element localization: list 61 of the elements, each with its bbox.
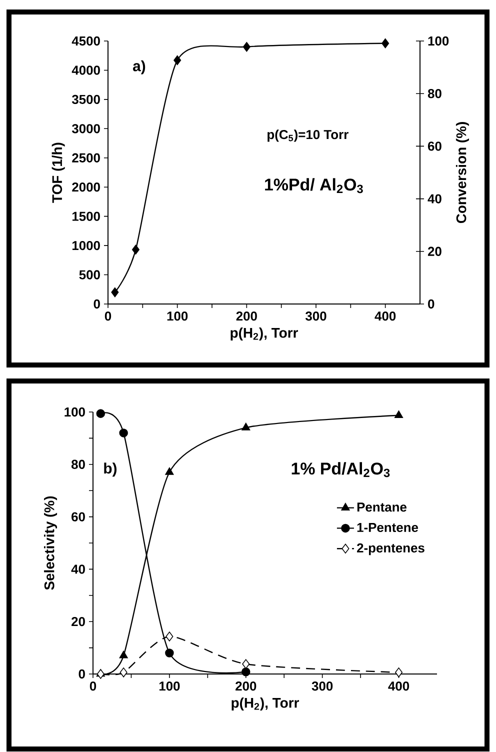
y2-axis-title: Conversion (%) <box>456 122 469 224</box>
legend-label: 2-pentenes <box>357 543 424 556</box>
y-tick-label: 3500 <box>72 94 100 104</box>
point <box>119 650 128 658</box>
x-tick-label: 300 <box>312 682 333 691</box>
x-tick-label: 200 <box>236 682 256 691</box>
y-tick-label: 0 <box>78 669 85 679</box>
point <box>132 244 140 255</box>
point <box>165 648 174 658</box>
point <box>120 668 128 678</box>
y-tick-label: 80 <box>71 460 85 469</box>
legend-label: Pentane <box>357 502 407 512</box>
y-tick-label: 2500 <box>72 153 100 162</box>
y2-tick-label: 60 <box>428 142 442 151</box>
point <box>394 410 404 418</box>
point <box>166 632 174 642</box>
x-tick-label: 400 <box>388 682 410 691</box>
y2-tick-label: 20 <box>428 246 442 256</box>
x-tick-label: 400 <box>374 312 396 321</box>
y-tick-label: 40 <box>71 564 85 574</box>
point <box>174 55 182 66</box>
y-tick-label: 2000 <box>72 182 100 192</box>
x-tick-label: 300 <box>305 312 326 321</box>
y-tick-label: 1500 <box>72 212 100 221</box>
y-tick-label: 60 <box>72 512 85 522</box>
x-tick-label: 100 <box>167 312 188 321</box>
point <box>165 467 174 475</box>
point <box>119 428 128 438</box>
point <box>382 38 390 48</box>
y-tick-label: 0 <box>94 299 100 309</box>
x-tick-label: 200 <box>236 312 257 321</box>
y-tick-label: 20 <box>72 617 85 626</box>
point <box>242 659 250 669</box>
y-tick-label: 3000 <box>72 124 100 134</box>
x-axis-title: p(H$_{2}$), Torr <box>232 698 300 711</box>
y-tick-label: 4500 <box>72 36 100 46</box>
y2-tick-label: 80 <box>428 89 442 98</box>
annotation: b) <box>104 462 117 477</box>
y-axis-title: Selectivity (%) <box>44 496 58 590</box>
y-axis-title: TOF (1/h) <box>52 142 65 203</box>
y2-tick-label: 40 <box>428 194 442 204</box>
y-tick-label: 1000 <box>72 240 100 250</box>
annotation: p(C$_{5}$)=10 Torr <box>268 130 348 142</box>
legend-label: 1-Pentene <box>357 523 418 532</box>
annotation: 1% Pd/Al$_{2}$O$_{3}$ <box>292 462 390 478</box>
y2-tick-label: 100 <box>428 36 449 46</box>
annotation: 1%Pd/ Al$_{2}$O$_{3}$ <box>265 178 363 194</box>
y-tick-label: 4000 <box>72 66 100 75</box>
x-tick-label: 100 <box>159 682 180 691</box>
point <box>395 668 403 678</box>
x-tick-label: 0 <box>104 312 112 321</box>
point <box>96 409 106 418</box>
point <box>242 42 250 52</box>
y-tick-label: 500 <box>79 270 100 280</box>
annotation: a) <box>132 60 146 74</box>
point <box>242 668 250 676</box>
y-tick-label: 100 <box>64 407 85 417</box>
y2-tick-label: 0 <box>428 299 434 309</box>
point <box>111 287 119 298</box>
x-axis-title: p(H$_{2}$), Torr <box>230 328 298 341</box>
point <box>242 422 250 430</box>
